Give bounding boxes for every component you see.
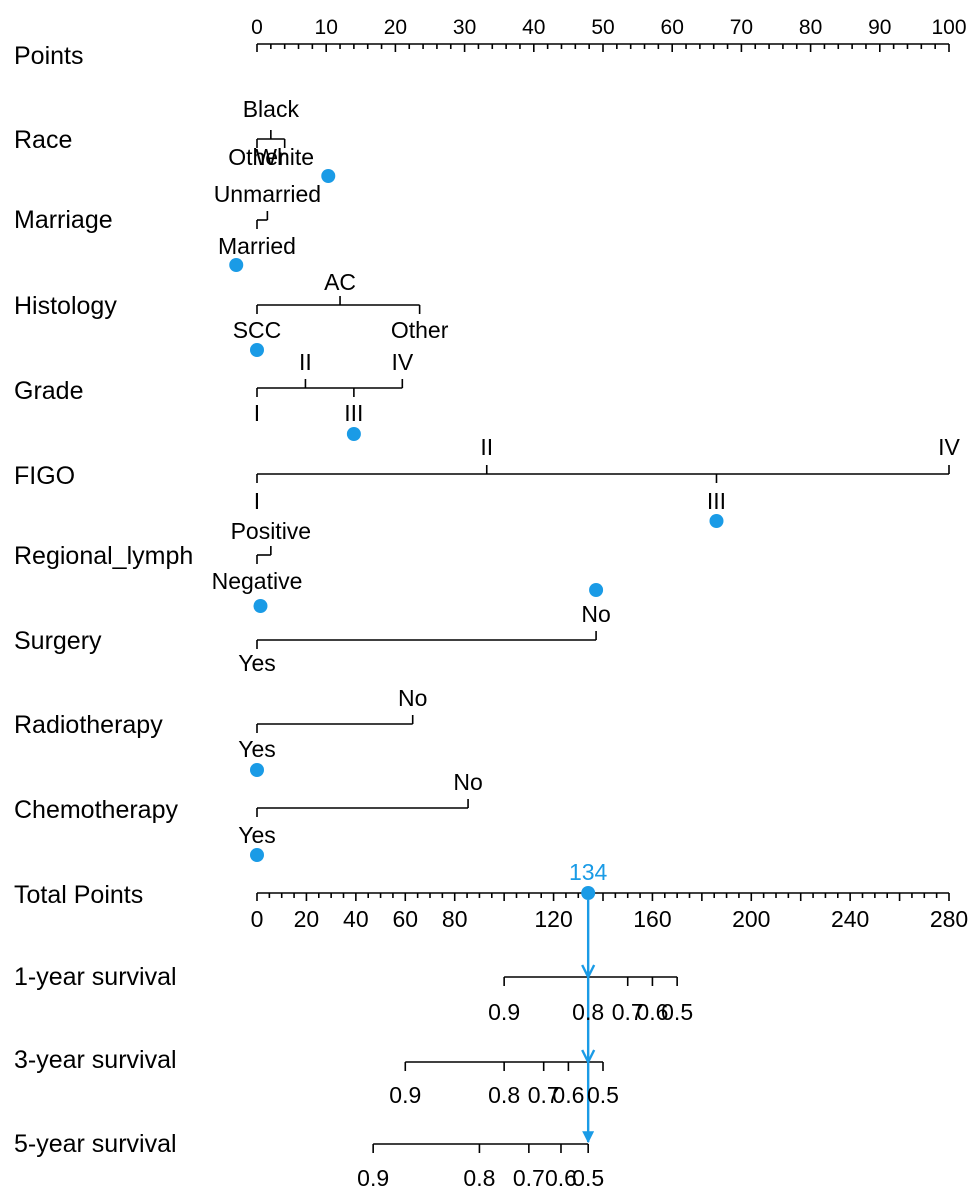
- total-points-axis-label: Total Points: [14, 881, 143, 909]
- points-axis-tick-label: 50: [591, 16, 614, 39]
- predictor-level-label-figo: II: [480, 434, 493, 460]
- predictor-level-label-regional-lymph: Positive: [231, 518, 312, 544]
- total-points-tick-label: 0: [251, 906, 264, 932]
- predictor-level-label-figo: III: [707, 488, 726, 514]
- points-axis-tick-label: 80: [799, 16, 822, 39]
- predictor-level-label-chemotherapy: Yes: [238, 822, 276, 848]
- predictor-level-label-radiotherapy: Yes: [238, 736, 276, 762]
- survival-axis-label-3-year-survival: 3-year survival: [14, 1046, 177, 1074]
- predictor-label-surgery: Surgery: [14, 627, 102, 655]
- total-points-selected-dot: [581, 886, 596, 900]
- points-axis-tick-label: 0: [251, 16, 263, 39]
- predictor-level-label-race: Black: [243, 96, 300, 122]
- projection-arrow-chevron: [581, 964, 596, 980]
- points-axis-tick-label: 20: [384, 16, 407, 39]
- survival-axis-tick-label-3-year-survival: 0.6: [552, 1082, 584, 1108]
- predictor-level-label-surgery: Yes: [238, 650, 276, 676]
- predictor-label-histology: Histology: [14, 292, 117, 320]
- points-axis-tick-label: 10: [315, 16, 338, 39]
- predictor-level-label-radiotherapy: No: [398, 685, 427, 711]
- predictor-level-label-grade: III: [344, 400, 363, 426]
- total-points-tick-label: 40: [343, 906, 369, 932]
- survival-axis-tick-label-1-year-survival: 0.5: [661, 999, 693, 1025]
- points-axis-tick-label: 30: [453, 16, 476, 39]
- predictor-label-radiotherapy: Radiotherapy: [14, 711, 163, 739]
- predictor-level-label-grade: IV: [391, 349, 413, 375]
- survival-axis-tick-label-5-year-survival: 0.6: [545, 1165, 577, 1188]
- predictor-level-label-regional-lymph: Negative: [212, 568, 303, 594]
- total-points-selected-label: 134: [569, 859, 608, 885]
- predictor-level-label-race: White: [255, 144, 314, 170]
- selected-point-dot-regional-lymph: [253, 599, 268, 613]
- predictor-level-label-figo: IV: [938, 434, 960, 460]
- selected-point-dot-marriage: [229, 258, 244, 272]
- selected-point-dot-figo: [709, 514, 724, 528]
- survival-axis-tick-label-1-year-survival: 0.8: [572, 999, 604, 1025]
- total-points-tick-label: 280: [930, 906, 968, 932]
- survival-axis-tick-label-3-year-survival: 0.7: [528, 1082, 560, 1108]
- survival-axis-tick-label-1-year-survival: 0.9: [488, 999, 520, 1025]
- predictor-level-label-histology: Other: [391, 317, 449, 343]
- survival-axis-tick-label-3-year-survival: 0.5: [587, 1082, 619, 1108]
- points-axis-tick-label: 40: [522, 16, 545, 39]
- predictor-label-regional-lymph: Regional_lymph: [14, 542, 193, 570]
- survival-axis-tick-label-5-year-survival: 0.5: [572, 1165, 604, 1188]
- survival-axis-label-1-year-survival: 1-year survival: [14, 963, 177, 991]
- survival-axis-tick-label-5-year-survival: 0.9: [357, 1165, 389, 1188]
- selection-marks-layer: [229, 169, 724, 1144]
- total-points-tick-label: 160: [633, 906, 671, 932]
- survival-axis-tick-label-5-year-survival: 0.8: [463, 1165, 495, 1188]
- predictor-level-label-histology: SCC: [233, 317, 282, 343]
- selected-point-dot-surgery: [589, 583, 604, 597]
- predictor-label-race: Race: [14, 126, 72, 154]
- survival-axis-tick-label-3-year-survival: 0.8: [488, 1082, 520, 1108]
- survival-axis-tick-label-1-year-survival: 0.6: [636, 999, 668, 1025]
- predictor-level-label-figo: I: [254, 488, 260, 514]
- selected-point-dot-chemotherapy: [250, 848, 264, 862]
- axis-lines-layer: [256, 43, 950, 1153]
- points-axis-label: Points: [14, 42, 83, 70]
- total-points-tick-label: 240: [831, 906, 869, 932]
- points-axis-tick-label: 90: [868, 16, 891, 39]
- survival-axis-tick-label-5-year-survival: 0.7: [513, 1165, 545, 1188]
- selected-point-dot-radiotherapy: [250, 763, 264, 777]
- predictor-level-label-histology: AC: [324, 269, 356, 295]
- points-axis-tick-label: 60: [661, 16, 684, 39]
- predictor-level-label-marriage: Unmarried: [214, 181, 321, 207]
- predictor-label-grade: Grade: [14, 377, 83, 405]
- predictor-level-label-chemotherapy: No: [453, 769, 482, 795]
- total-points-tick-label: 120: [534, 906, 572, 932]
- total-points-tick-label: 200: [732, 906, 770, 932]
- survival-axis-tick-label-1-year-survival: 0.7: [612, 999, 644, 1025]
- points-axis-tick-label: 70: [730, 16, 753, 39]
- total-points-tick-label: 20: [294, 906, 320, 932]
- predictor-level-label-surgery: No: [581, 601, 610, 627]
- predictor-level-label-marriage: Married: [218, 233, 296, 259]
- predictor-label-marriage: Marriage: [14, 206, 113, 234]
- survival-axis-tick-label-3-year-survival: 0.9: [389, 1082, 421, 1108]
- total-points-tick-label: 80: [442, 906, 468, 932]
- selected-point-dot-grade: [346, 427, 361, 441]
- projection-arrow-chevron: [581, 1049, 596, 1065]
- text-layer: Points 0 10 20 30 40 50 60 70 80 90 100 Race Other Bla…: [14, 16, 968, 1188]
- predictor-level-label-grade: I: [254, 400, 260, 426]
- total-points-tick-label: 60: [392, 906, 418, 932]
- selected-point-dot-race: [321, 169, 336, 183]
- predictor-level-label-race: Other: [228, 144, 286, 170]
- predictor-label-chemotherapy: Chemotherapy: [14, 796, 178, 824]
- predictor-label-figo: FIGO: [14, 462, 75, 490]
- predictor-level-label-grade: II: [299, 349, 312, 375]
- selected-point-dot-histology: [250, 343, 264, 357]
- points-axis-tick-label: 100: [931, 16, 966, 39]
- survival-axis-label-5-year-survival: 5-year survival: [14, 1130, 177, 1158]
